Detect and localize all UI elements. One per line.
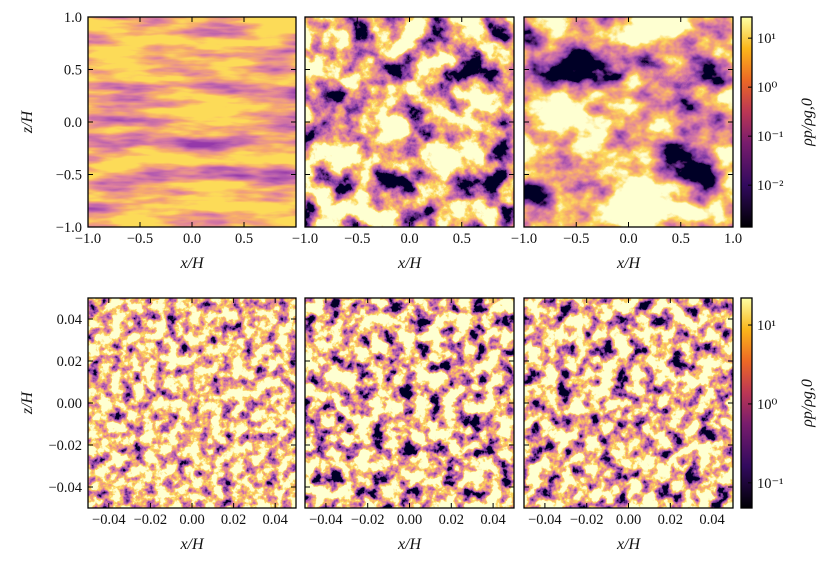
x-axis-label: x/H [616,536,642,553]
colorbar-tick-label: 10⁻¹ [757,476,784,492]
y-axis-label: z/H [19,390,36,415]
x-tick-label: 0.5 [453,231,471,247]
x-tick-label: 0.04 [263,512,289,528]
x-tick-label: −0.04 [528,512,562,528]
density-map [524,298,733,508]
x-axis-label: x/H [397,536,423,553]
y-tick-label: −0.04 [48,480,82,496]
x-tick-label: 0.02 [658,512,683,528]
colorbar [741,17,752,227]
x-tick-label: 0.02 [439,512,464,528]
colorbar-tick-label: 10¹ [757,318,776,334]
x-tick-label: −1.0 [75,231,101,247]
x-tick-label: 0.5 [235,231,253,247]
y-tick-label: 0.0 [64,115,82,131]
colorbar-tick-label: 10¹ [757,31,776,47]
colorbar-tick-label: 10⁰ [757,80,778,96]
y-tick-label: −0.5 [56,168,82,184]
x-tick-label: −0.02 [570,512,604,528]
y-axis-label: z/H [19,109,36,134]
x-tick-label: 0.00 [179,512,204,528]
colorbar-tick-label: 10⁻² [757,178,784,194]
x-tick-label: 0.04 [480,512,506,528]
y-tick-label: 0.00 [57,396,82,412]
x-tick-label: 0.02 [221,512,246,528]
colorbar-label: ρp/ρg,0 [799,379,816,428]
x-tick-label: −0.04 [92,512,126,528]
colorbar-label: ρp/ρg,0 [799,98,816,147]
density-map [305,298,514,508]
x-tick-label: −0.5 [563,231,589,247]
x-axis-label: x/H [616,255,642,272]
x-axis-label: x/H [179,255,205,272]
x-tick-label: −0.02 [351,512,385,528]
x-tick-label: −0.02 [134,512,168,528]
x-axis-label: x/H [397,255,423,272]
y-tick-label: −0.02 [48,438,82,454]
density-map [524,17,733,227]
y-tick-label: 1.0 [64,10,82,26]
colorbar-frame [740,297,753,509]
density-map [88,17,296,227]
x-tick-label: −0.5 [127,231,153,247]
y-tick-label: 0.5 [64,63,82,79]
x-axis-label: x/H [179,536,205,553]
density-map [305,17,514,227]
y-tick-label: 0.04 [57,312,83,328]
x-tick-label: 0.04 [699,512,725,528]
x-tick-label: 0.0 [183,231,201,247]
x-tick-label: −0.04 [309,512,343,528]
y-tick-label: −1.0 [56,220,82,236]
x-tick-label: 1.0 [724,231,742,247]
colorbar-tick-label: 10⁰ [757,397,778,413]
x-tick-label: 0.00 [397,512,422,528]
x-tick-label: −0.5 [344,231,370,247]
x-tick-label: −1.0 [511,231,537,247]
colorbar-frame [740,16,753,228]
density-map [88,298,296,508]
x-tick-label: −1.0 [292,231,318,247]
colorbar-tick-label: 10⁻¹ [757,129,784,145]
x-tick-label: 0.0 [619,231,637,247]
colorbar [741,298,752,508]
y-tick-label: 0.02 [57,354,82,370]
x-tick-label: 0.5 [672,231,690,247]
x-tick-label: 0.00 [616,512,641,528]
x-tick-label: 0.0 [400,231,418,247]
